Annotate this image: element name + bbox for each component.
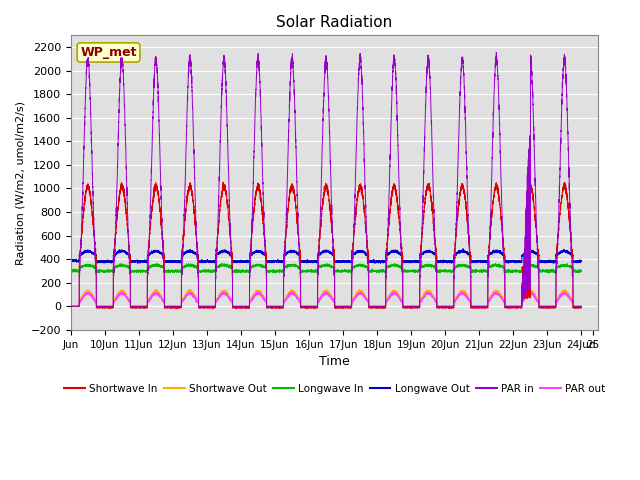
Legend: Shortwave In, Shortwave Out, Longwave In, Longwave Out, PAR in, PAR out: Shortwave In, Shortwave Out, Longwave In… xyxy=(60,380,609,398)
Text: WP_met: WP_met xyxy=(80,46,137,59)
Y-axis label: Radiation (W/m2, umol/m2/s): Radiation (W/m2, umol/m2/s) xyxy=(15,101,25,264)
Title: Solar Radiation: Solar Radiation xyxy=(276,15,393,30)
X-axis label: Time: Time xyxy=(319,355,350,368)
